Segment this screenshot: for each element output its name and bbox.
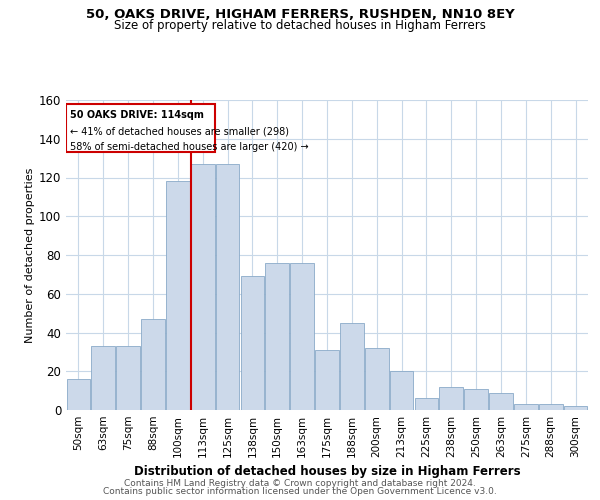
Bar <box>91 346 115 410</box>
Text: 58% of semi-detached houses are larger (420) →: 58% of semi-detached houses are larger (… <box>70 142 308 152</box>
Text: ← 41% of detached houses are smaller (298): ← 41% of detached houses are smaller (29… <box>70 126 289 136</box>
Bar <box>116 346 140 410</box>
Text: Size of property relative to detached houses in Higham Ferrers: Size of property relative to detached ho… <box>114 19 486 32</box>
Bar <box>290 263 314 410</box>
Text: Contains public sector information licensed under the Open Government Licence v3: Contains public sector information licen… <box>103 487 497 496</box>
Y-axis label: Number of detached properties: Number of detached properties <box>25 168 35 342</box>
Text: 50 OAKS DRIVE: 114sqm: 50 OAKS DRIVE: 114sqm <box>70 110 203 120</box>
Bar <box>241 276 264 410</box>
Bar <box>265 263 289 410</box>
Bar <box>315 350 339 410</box>
Bar <box>166 182 190 410</box>
Text: 50, OAKS DRIVE, HIGHAM FERRERS, RUSHDEN, NN10 8EY: 50, OAKS DRIVE, HIGHAM FERRERS, RUSHDEN,… <box>86 8 514 20</box>
Bar <box>67 379 90 410</box>
Text: Contains HM Land Registry data © Crown copyright and database right 2024.: Contains HM Land Registry data © Crown c… <box>124 478 476 488</box>
Bar <box>390 371 413 410</box>
Bar <box>464 388 488 410</box>
Bar <box>141 319 165 410</box>
Bar <box>365 348 389 410</box>
Bar <box>439 387 463 410</box>
Bar <box>539 404 563 410</box>
Bar <box>415 398 438 410</box>
Bar <box>564 406 587 410</box>
Bar <box>340 323 364 410</box>
X-axis label: Distribution of detached houses by size in Higham Ferrers: Distribution of detached houses by size … <box>134 466 520 478</box>
Bar <box>216 164 239 410</box>
Bar <box>489 392 513 410</box>
Bar <box>514 404 538 410</box>
Bar <box>191 164 215 410</box>
FancyBboxPatch shape <box>66 104 215 152</box>
